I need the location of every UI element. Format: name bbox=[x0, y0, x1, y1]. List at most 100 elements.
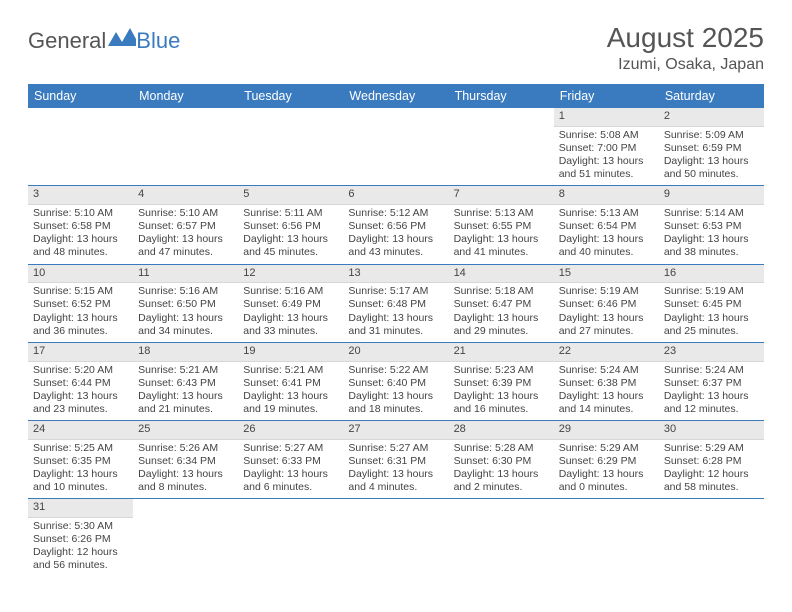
sunset-text: Sunset: 6:41 PM bbox=[243, 377, 338, 390]
calendar-cell bbox=[133, 499, 238, 576]
cell-body: Sunrise: 5:20 AMSunset: 6:44 PMDaylight:… bbox=[28, 362, 133, 421]
calendar-cell: 2Sunrise: 5:09 AMSunset: 6:59 PMDaylight… bbox=[659, 108, 764, 185]
sunset-text: Sunset: 6:43 PM bbox=[138, 377, 233, 390]
daylight-text: Daylight: 13 hours and 31 minutes. bbox=[348, 312, 443, 338]
sunrise-text: Sunrise: 5:21 AM bbox=[138, 364, 233, 377]
cell-body: Sunrise: 5:29 AMSunset: 6:28 PMDaylight:… bbox=[659, 440, 764, 499]
sunrise-text: Sunrise: 5:29 AM bbox=[559, 442, 654, 455]
calendar-cell: 9Sunrise: 5:14 AMSunset: 6:53 PMDaylight… bbox=[659, 186, 764, 263]
day-number: 21 bbox=[449, 343, 554, 362]
cell-body: Sunrise: 5:30 AMSunset: 6:26 PMDaylight:… bbox=[28, 518, 133, 577]
daylight-text: Daylight: 13 hours and 0 minutes. bbox=[559, 468, 654, 494]
sunrise-text: Sunrise: 5:13 AM bbox=[454, 207, 549, 220]
sunrise-text: Sunrise: 5:23 AM bbox=[454, 364, 549, 377]
calendar-cell: 5Sunrise: 5:11 AMSunset: 6:56 PMDaylight… bbox=[238, 186, 343, 263]
calendar-cell: 15Sunrise: 5:19 AMSunset: 6:46 PMDayligh… bbox=[554, 265, 659, 342]
daylight-text: Daylight: 13 hours and 33 minutes. bbox=[243, 312, 338, 338]
sunset-text: Sunset: 6:45 PM bbox=[664, 298, 759, 311]
calendar-cell: 27Sunrise: 5:27 AMSunset: 6:31 PMDayligh… bbox=[343, 421, 448, 498]
calendar-cell: 20Sunrise: 5:22 AMSunset: 6:40 PMDayligh… bbox=[343, 343, 448, 420]
sunrise-text: Sunrise: 5:30 AM bbox=[33, 520, 128, 533]
day-number: 11 bbox=[133, 265, 238, 284]
cell-body: Sunrise: 5:16 AMSunset: 6:49 PMDaylight:… bbox=[238, 283, 343, 342]
cell-body: Sunrise: 5:13 AMSunset: 6:55 PMDaylight:… bbox=[449, 205, 554, 264]
daylight-text: Daylight: 13 hours and 50 minutes. bbox=[664, 155, 759, 181]
sunset-text: Sunset: 6:29 PM bbox=[559, 455, 654, 468]
cell-body: Sunrise: 5:19 AMSunset: 6:45 PMDaylight:… bbox=[659, 283, 764, 342]
sunset-text: Sunset: 6:28 PM bbox=[664, 455, 759, 468]
day-header: Wednesday bbox=[343, 84, 448, 108]
calendar-cell: 11Sunrise: 5:16 AMSunset: 6:50 PMDayligh… bbox=[133, 265, 238, 342]
day-number: 2 bbox=[659, 108, 764, 127]
day-header-row: Sunday Monday Tuesday Wednesday Thursday… bbox=[28, 84, 764, 108]
sunset-text: Sunset: 6:26 PM bbox=[33, 533, 128, 546]
sunset-text: Sunset: 6:39 PM bbox=[454, 377, 549, 390]
sunrise-text: Sunrise: 5:21 AM bbox=[243, 364, 338, 377]
header: General Blue August 2025 Izumi, Osaka, J… bbox=[28, 22, 764, 74]
sunset-text: Sunset: 6:48 PM bbox=[348, 298, 443, 311]
logo-text-1: General bbox=[28, 28, 106, 54]
calendar-cell: 3Sunrise: 5:10 AMSunset: 6:58 PMDaylight… bbox=[28, 186, 133, 263]
sunset-text: Sunset: 6:54 PM bbox=[559, 220, 654, 233]
calendar-cell: 24Sunrise: 5:25 AMSunset: 6:35 PMDayligh… bbox=[28, 421, 133, 498]
sunset-text: Sunset: 6:52 PM bbox=[33, 298, 128, 311]
calendar-cell bbox=[133, 108, 238, 185]
day-header: Saturday bbox=[659, 84, 764, 108]
calendar-cell: 6Sunrise: 5:12 AMSunset: 6:56 PMDaylight… bbox=[343, 186, 448, 263]
day-number: 23 bbox=[659, 343, 764, 362]
sunrise-text: Sunrise: 5:09 AM bbox=[664, 129, 759, 142]
logo: General Blue bbox=[28, 28, 180, 54]
day-number: 31 bbox=[28, 499, 133, 518]
cell-body: Sunrise: 5:26 AMSunset: 6:34 PMDaylight:… bbox=[133, 440, 238, 499]
daylight-text: Daylight: 13 hours and 2 minutes. bbox=[454, 468, 549, 494]
daylight-text: Daylight: 13 hours and 12 minutes. bbox=[664, 390, 759, 416]
daylight-text: Daylight: 13 hours and 51 minutes. bbox=[559, 155, 654, 181]
calendar-cell: 17Sunrise: 5:20 AMSunset: 6:44 PMDayligh… bbox=[28, 343, 133, 420]
cell-body: Sunrise: 5:23 AMSunset: 6:39 PMDaylight:… bbox=[449, 362, 554, 421]
cell-body: Sunrise: 5:08 AMSunset: 7:00 PMDaylight:… bbox=[554, 127, 659, 186]
calendar-cell: 18Sunrise: 5:21 AMSunset: 6:43 PMDayligh… bbox=[133, 343, 238, 420]
sunrise-text: Sunrise: 5:10 AM bbox=[33, 207, 128, 220]
sunrise-text: Sunrise: 5:12 AM bbox=[348, 207, 443, 220]
daylight-text: Daylight: 13 hours and 36 minutes. bbox=[33, 312, 128, 338]
sunrise-text: Sunrise: 5:27 AM bbox=[348, 442, 443, 455]
daylight-text: Daylight: 13 hours and 47 minutes. bbox=[138, 233, 233, 259]
sunrise-text: Sunrise: 5:16 AM bbox=[138, 285, 233, 298]
sunset-text: Sunset: 6:46 PM bbox=[559, 298, 654, 311]
daylight-text: Daylight: 12 hours and 56 minutes. bbox=[33, 546, 128, 572]
daylight-text: Daylight: 13 hours and 8 minutes. bbox=[138, 468, 233, 494]
sunset-text: Sunset: 6:37 PM bbox=[664, 377, 759, 390]
cell-body: Sunrise: 5:25 AMSunset: 6:35 PMDaylight:… bbox=[28, 440, 133, 499]
cell-body: Sunrise: 5:13 AMSunset: 6:54 PMDaylight:… bbox=[554, 205, 659, 264]
calendar-cell: 30Sunrise: 5:29 AMSunset: 6:28 PMDayligh… bbox=[659, 421, 764, 498]
daylight-text: Daylight: 13 hours and 18 minutes. bbox=[348, 390, 443, 416]
sunrise-text: Sunrise: 5:19 AM bbox=[664, 285, 759, 298]
day-header: Tuesday bbox=[238, 84, 343, 108]
cell-body: Sunrise: 5:16 AMSunset: 6:50 PMDaylight:… bbox=[133, 283, 238, 342]
cell-body: Sunrise: 5:24 AMSunset: 6:38 PMDaylight:… bbox=[554, 362, 659, 421]
day-number: 13 bbox=[343, 265, 448, 284]
sunrise-text: Sunrise: 5:20 AM bbox=[33, 364, 128, 377]
sunrise-text: Sunrise: 5:08 AM bbox=[559, 129, 654, 142]
sunset-text: Sunset: 6:49 PM bbox=[243, 298, 338, 311]
day-number: 1 bbox=[554, 108, 659, 127]
cell-body: Sunrise: 5:21 AMSunset: 6:43 PMDaylight:… bbox=[133, 362, 238, 421]
sunrise-text: Sunrise: 5:29 AM bbox=[664, 442, 759, 455]
sunset-text: Sunset: 6:31 PM bbox=[348, 455, 443, 468]
sunset-text: Sunset: 7:00 PM bbox=[559, 142, 654, 155]
calendar-cell bbox=[449, 108, 554, 185]
sunrise-text: Sunrise: 5:17 AM bbox=[348, 285, 443, 298]
sunset-text: Sunset: 6:38 PM bbox=[559, 377, 654, 390]
calendar-cell bbox=[449, 499, 554, 576]
sunset-text: Sunset: 6:56 PM bbox=[243, 220, 338, 233]
calendar-cell bbox=[659, 499, 764, 576]
calendar-cell: 10Sunrise: 5:15 AMSunset: 6:52 PMDayligh… bbox=[28, 265, 133, 342]
day-number: 19 bbox=[238, 343, 343, 362]
day-number: 4 bbox=[133, 186, 238, 205]
sunrise-text: Sunrise: 5:14 AM bbox=[664, 207, 759, 220]
sunrise-text: Sunrise: 5:19 AM bbox=[559, 285, 654, 298]
cell-body: Sunrise: 5:19 AMSunset: 6:46 PMDaylight:… bbox=[554, 283, 659, 342]
day-number: 27 bbox=[343, 421, 448, 440]
cell-body: Sunrise: 5:11 AMSunset: 6:56 PMDaylight:… bbox=[238, 205, 343, 264]
calendar-cell bbox=[343, 108, 448, 185]
